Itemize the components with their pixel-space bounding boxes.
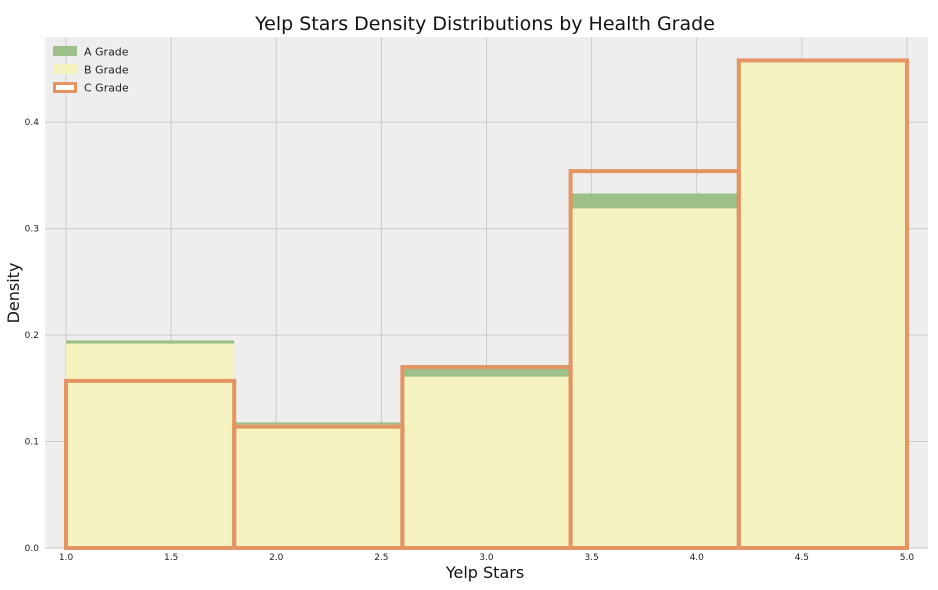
bar-b-grade [66, 343, 235, 548]
bar-b-grade [570, 208, 739, 548]
x-tick-label: 1.0 [59, 553, 74, 563]
legend: A Grade B Grade C Grade [53, 46, 129, 95]
y-tick-label: 0.1 [25, 438, 39, 448]
x-tick-label: 3.0 [479, 553, 494, 563]
outline-bar-c-grade [736, 58, 909, 550]
x-tick-label: 2.5 [374, 553, 388, 563]
legend-label-c-grade: C Grade [84, 82, 129, 95]
chart-title: Yelp Stars Density Distributions by Heal… [254, 13, 715, 35]
x-tick-label: 3.5 [584, 553, 598, 563]
legend-swatch-a-grade [53, 46, 77, 56]
bar-b-grade [402, 376, 571, 548]
outline-series [64, 58, 909, 551]
x-tick-label: 5.0 [900, 553, 915, 563]
x-axis-label: Yelp Stars [445, 563, 524, 582]
y-tick-label: 0.3 [25, 225, 39, 235]
y-axis-label: Density [4, 263, 23, 324]
legend-swatch-b-grade [53, 64, 77, 74]
x-tick-label: 4.0 [690, 553, 705, 563]
legend-swatch-c-grade [53, 82, 77, 93]
y-tick-label: 0.4 [25, 118, 40, 128]
y-tick-label: 0.0 [25, 544, 40, 554]
x-tick-label: 4.5 [795, 553, 809, 563]
x-tick-label: 1.5 [164, 553, 178, 563]
tick-labels: 1.0 1.5 2.0 2.5 3.0 3.5 4.0 4.5 5.0 0.0 0.1 0.2 0.3 0… [25, 118, 915, 563]
bar-b-grade [738, 61, 907, 549]
bars [66, 60, 907, 549]
bar-b-grade [234, 424, 403, 548]
x-tick-label: 2.0 [269, 553, 284, 563]
legend-label-a-grade: A Grade [84, 46, 129, 59]
legend-label-b-grade: B Grade [84, 64, 129, 77]
y-tick-label: 0.2 [25, 331, 39, 341]
